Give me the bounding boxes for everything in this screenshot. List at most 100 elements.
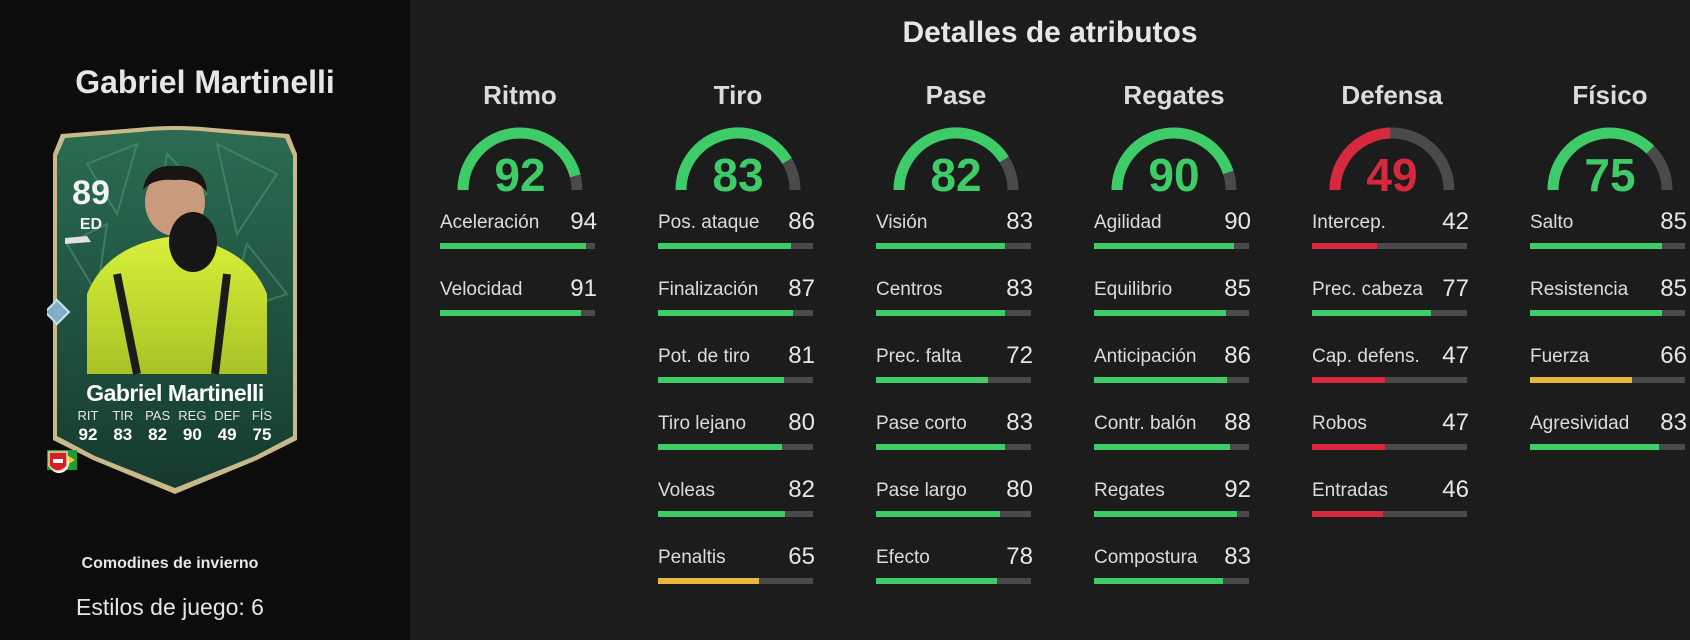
attribute-row[interactable]: Intercep. 42	[1307, 208, 1477, 279]
attribute-row[interactable]: Voleas 82	[653, 476, 823, 547]
category-defensa[interactable]: Defensa 49 Intercep. 42 Prec. cabeza 77 Cap. d…	[1307, 80, 1477, 547]
attribute-row[interactable]: Salto 85	[1525, 208, 1690, 279]
gauge-fill	[1111, 127, 1234, 191]
attribute-name: Prec. cabeza	[1312, 279, 1423, 300]
gauge-fill	[1329, 127, 1391, 191]
attribute-name: Centros	[876, 279, 943, 300]
attribute-value: 66	[1660, 342, 1687, 369]
attribute-row[interactable]: Pos. ataque 86	[653, 208, 823, 279]
attribute-bar	[876, 377, 1031, 383]
category-gauge: 49	[1307, 122, 1477, 201]
attribute-row[interactable]: Penaltis 65	[653, 543, 823, 614]
attribute-row[interactable]: Tiro lejano 80	[653, 409, 823, 480]
attribute-name: Entradas	[1312, 480, 1389, 501]
attribute-list: Salto 85 Resistencia 85 Fuerza 66 Agresividad 8…	[1525, 208, 1690, 480]
player-card[interactable]: 89 ED Gabriel Martinelli RIT 92 TIR 83 P…	[47, 124, 303, 494]
card-stat: FÍS 75	[247, 408, 277, 445]
attribute-row[interactable]: Resistencia 85	[1525, 275, 1690, 346]
attribute-row[interactable]: Agresividad 83	[1525, 409, 1690, 480]
attribute-row[interactable]: Fuerza 66	[1525, 342, 1690, 413]
category-value: 75	[1584, 149, 1636, 201]
attribute-bar-fill	[658, 243, 792, 249]
attribute-value: 81	[788, 342, 815, 369]
attribute-row[interactable]: Agilidad 90	[1089, 208, 1259, 279]
attribute-bar	[1530, 444, 1685, 450]
attribute-value: 72	[1006, 342, 1033, 369]
attribute-row[interactable]: Anticipación 86	[1089, 342, 1259, 413]
attribute-name: Efecto	[876, 547, 930, 568]
attribute-row[interactable]: Prec. falta 72	[871, 342, 1041, 413]
attribute-bar-fill	[658, 578, 759, 584]
attribute-row[interactable]: Pase corto 83	[871, 409, 1041, 480]
gauge-arc-icon	[1547, 127, 1673, 191]
gauge-arc-icon	[893, 127, 1019, 191]
card-stat-value: 75	[252, 425, 272, 444]
attribute-name: Pase corto	[876, 413, 967, 434]
attribute-row[interactable]: Contr. balón 88	[1089, 409, 1259, 480]
attribute-row[interactable]: Centros 83	[871, 275, 1041, 346]
attribute-row[interactable]: Pot. de tiro 81	[653, 342, 823, 413]
attribute-name: Prec. falta	[876, 346, 962, 367]
attribute-row[interactable]: Robos 47	[1307, 409, 1477, 480]
category-físico[interactable]: Físico 75 Salto 85 Resistencia 85 Fuerza 66 Agre…	[1525, 80, 1690, 480]
attribute-bar-fill	[1094, 243, 1234, 249]
gauge-fill	[1547, 127, 1655, 191]
attribute-row[interactable]: Efecto 78	[871, 543, 1041, 614]
attribute-bar	[876, 243, 1031, 249]
attribute-list: Agilidad 90 Equilibrio 85 Anticipación 86 Cont…	[1089, 208, 1259, 614]
attribute-row[interactable]: Velocidad 91	[435, 275, 605, 346]
attribute-name: Regates	[1094, 480, 1165, 501]
attribute-bar	[1312, 511, 1467, 517]
attribute-bar-fill	[1312, 444, 1385, 450]
attribute-row[interactable]: Equilibrio 85	[1089, 275, 1259, 346]
attribute-bar-fill	[1530, 444, 1659, 450]
attribute-bar	[876, 310, 1031, 316]
attribute-name: Compostura	[1094, 547, 1198, 568]
attribute-bar-fill	[876, 578, 997, 584]
attribute-name: Pos. ataque	[658, 212, 760, 233]
card-stat-label: RIT	[77, 408, 99, 423]
attribute-row[interactable]: Finalización 87	[653, 275, 823, 346]
card-rating: 89	[72, 174, 110, 212]
attribute-list: Pos. ataque 86 Finalización 87 Pot. de tiro 8…	[653, 208, 823, 614]
attribute-row[interactable]: Regates 92	[1089, 476, 1259, 547]
attribute-name: Intercep.	[1312, 212, 1386, 233]
attribute-name: Visión	[876, 212, 928, 233]
attribute-value: 83	[1006, 275, 1033, 302]
card-stat: DEF 49	[212, 408, 242, 445]
attribute-value: 77	[1442, 275, 1469, 302]
attribute-bar-fill	[1094, 511, 1237, 517]
attribute-row[interactable]: Cap. defens. 47	[1307, 342, 1477, 413]
attribute-row[interactable]: Compostura 83	[1089, 543, 1259, 614]
category-pase[interactable]: Pase 82 Visión 83 Centros 83 Prec. falta 72 Pase…	[871, 80, 1041, 614]
section-title: Detalles de atributos	[902, 16, 1198, 49]
attribute-bar	[1530, 310, 1685, 316]
attribute-row[interactable]: Entradas 46	[1307, 476, 1477, 547]
attribute-row[interactable]: Visión 83	[871, 208, 1041, 279]
attribute-row[interactable]: Aceleración 94	[435, 208, 605, 279]
attribute-name: Voleas	[658, 480, 716, 501]
attribute-bar-fill	[1094, 578, 1223, 584]
attribute-name: Anticipación	[1094, 346, 1197, 367]
category-name: Tiro	[713, 80, 763, 110]
category-regates[interactable]: Regates 90 Agilidad 90 Equilibrio 85 Anticipac…	[1089, 80, 1259, 614]
gauge-arc-icon	[675, 127, 801, 191]
attribute-row[interactable]: Prec. cabeza 77	[1307, 275, 1477, 346]
playstyles-count[interactable]: Estilos de juego: 6	[76, 594, 264, 620]
attribute-name: Contr. balón	[1094, 413, 1197, 434]
card-stat-value: 49	[217, 425, 237, 444]
category-ritmo[interactable]: Ritmo 92 Aceleración 94 Velocidad 91	[435, 80, 605, 346]
attribute-bar-fill	[440, 310, 582, 316]
attribute-name: Salto	[1530, 212, 1574, 233]
gauge-fill	[457, 127, 581, 191]
attribute-value: 85	[1660, 275, 1687, 302]
attribute-row[interactable]: Pase largo 80	[871, 476, 1041, 547]
category-name: Defensa	[1341, 80, 1443, 110]
player-name-heading: Gabriel Martinelli	[75, 64, 335, 100]
category-gauge: 75	[1525, 122, 1690, 201]
category-tiro[interactable]: Tiro 83 Pos. ataque 86 Finalización 87 Pot. de…	[653, 80, 823, 614]
card-stat-value: 82	[148, 425, 168, 444]
gauge-fill	[893, 127, 1009, 191]
attribute-bar	[1530, 377, 1685, 383]
attribute-value: 90	[1224, 208, 1251, 235]
